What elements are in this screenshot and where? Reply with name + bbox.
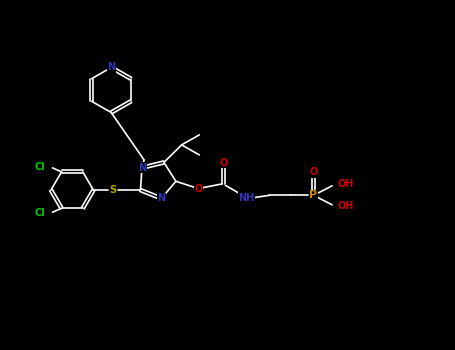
Text: N: N [107,63,115,72]
Text: O: O [309,167,318,177]
Text: OH: OH [337,179,354,189]
Text: Cl: Cl [35,162,46,172]
Text: Cl: Cl [35,208,46,218]
Text: S: S [109,185,116,195]
Text: N: N [138,163,146,173]
Text: NH: NH [238,193,255,203]
Text: N: N [157,194,166,203]
Text: O: O [194,184,203,194]
Text: P: P [309,190,318,200]
Text: OH: OH [337,201,354,211]
Text: O: O [220,158,228,168]
